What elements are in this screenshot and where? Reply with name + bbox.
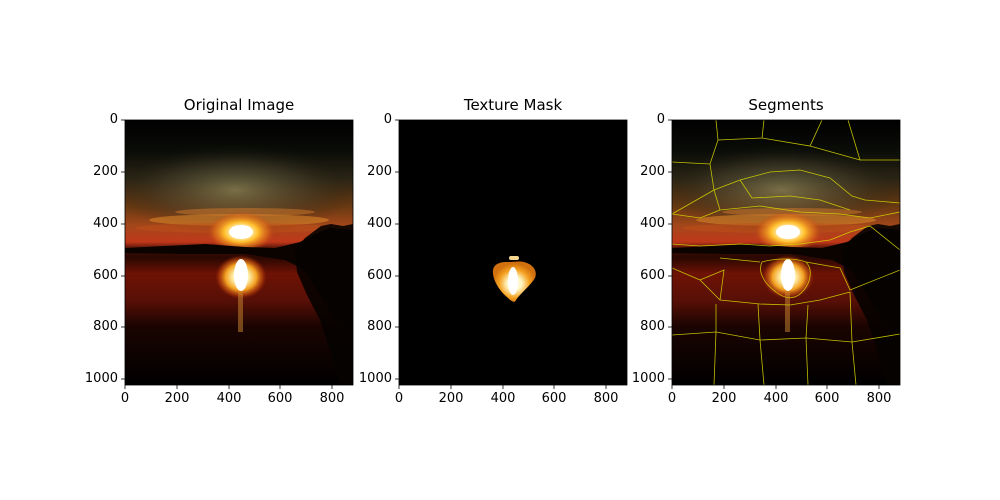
y-tick-label: 1000 bbox=[631, 371, 665, 386]
y-tick-label: 1000 bbox=[358, 371, 392, 386]
x-tick-label: 200 bbox=[711, 391, 737, 406]
segments-panel bbox=[672, 120, 900, 385]
x-tick-label: 0 bbox=[667, 391, 677, 406]
y-tick-label: 0 bbox=[109, 112, 118, 127]
y-tick-label: 600 bbox=[367, 268, 392, 283]
title-segments: Segments bbox=[748, 96, 824, 114]
title-texture-mask: Texture Mask bbox=[463, 96, 563, 114]
y-tick-label: 800 bbox=[93, 319, 118, 334]
y-tick-label: 800 bbox=[640, 319, 665, 334]
x-tick-label: 800 bbox=[866, 391, 892, 406]
title-original-image: Original Image bbox=[183, 96, 295, 114]
y-tick-label: 0 bbox=[383, 112, 392, 127]
y-tick-label: 400 bbox=[93, 216, 118, 231]
x-tick-label: 0 bbox=[394, 391, 404, 406]
x-tick-label: 800 bbox=[319, 391, 345, 406]
original-image-panel bbox=[125, 120, 353, 385]
texture-mask-panel bbox=[399, 120, 627, 385]
y-tick-label: 200 bbox=[640, 164, 665, 179]
y-tick-label: 600 bbox=[640, 268, 665, 283]
x-tick-label: 600 bbox=[267, 391, 293, 406]
y-tick-label: 800 bbox=[367, 319, 392, 334]
y-tick-label: 600 bbox=[93, 268, 118, 283]
y-tick-label: 400 bbox=[640, 216, 665, 231]
y-tick-label: 0 bbox=[656, 112, 665, 127]
x-tick-label: 0 bbox=[120, 391, 130, 406]
y-tick-label: 1000 bbox=[84, 371, 118, 386]
x-tick-label: 600 bbox=[814, 391, 840, 406]
x-tick-label: 400 bbox=[490, 391, 516, 406]
x-tick-label: 600 bbox=[541, 391, 567, 406]
x-tick-label: 400 bbox=[216, 391, 242, 406]
x-tick-label: 200 bbox=[438, 391, 464, 406]
y-tick-label: 200 bbox=[367, 164, 392, 179]
x-tick-label: 400 bbox=[763, 391, 789, 406]
x-tick-label: 800 bbox=[593, 391, 619, 406]
y-tick-label: 200 bbox=[93, 164, 118, 179]
x-tick-label: 200 bbox=[164, 391, 190, 406]
y-tick-label: 400 bbox=[367, 216, 392, 231]
